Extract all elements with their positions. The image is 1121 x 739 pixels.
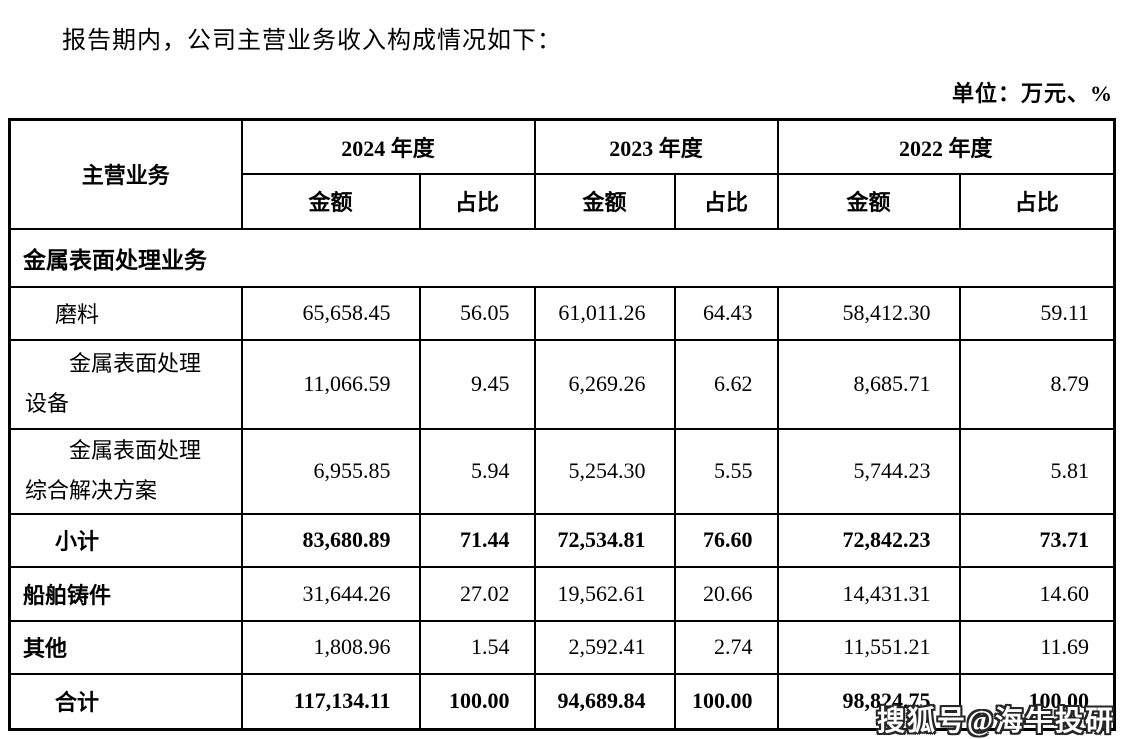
cell-ratio-2022: 14.60: [958, 565, 1116, 622]
row-label: 金属表面处理综合解决方案: [8, 427, 243, 515]
row-label: 小计: [8, 512, 243, 568]
table-row-equipment: 金属表面处理设备 11,066.59 9.45 6,269.26 6.62 8,…: [8, 338, 1116, 430]
header-year-2022: 2022 年度: [776, 118, 1116, 175]
header-ratio-2023: 占比: [673, 172, 779, 230]
cell-amount-2023: 61,011.26: [533, 285, 676, 341]
row-label: 金属表面处理设备: [8, 338, 243, 430]
cell-amount-2024: 1,808.96: [240, 619, 421, 675]
intro-text: 报告期内，公司主营业务收入构成情况如下：: [62, 28, 562, 54]
cell-amount-2024: 11,066.59: [240, 338, 421, 430]
table-row-abrasives: 磨料 65,658.45 56.05 61,011.26 64.43 58,41…: [8, 285, 1116, 341]
cell-amount-2022: 11,551.21: [776, 619, 961, 675]
row-label: 其他: [8, 619, 243, 675]
cell-ratio-2022: 100.00: [958, 672, 1116, 731]
cell-amount-2023: 72,534.81: [533, 512, 676, 568]
cell-ratio-2024: 27.02: [418, 565, 536, 622]
cell-ratio-2023: 20.66: [673, 565, 779, 622]
table-row-total: 合计 117,134.11 100.00 94,689.84 100.00 98…: [8, 672, 1116, 731]
cell-amount-2024: 65,658.45: [240, 285, 421, 341]
cell-amount-2022: 8,685.71: [776, 338, 961, 430]
cell-amount-2024: 31,644.26: [240, 565, 421, 622]
cell-ratio-2024: 5.94: [418, 427, 536, 515]
cell-ratio-2023: 6.62: [673, 338, 779, 430]
cell-ratio-2022: 11.69: [958, 619, 1116, 675]
cell-ratio-2022: 73.71: [958, 512, 1116, 568]
cell-amount-2023: 5,254.30: [533, 427, 676, 515]
header-year-2023: 2023 年度: [533, 118, 779, 175]
cell-amount-2023: 2,592.41: [533, 619, 676, 675]
cell-amount-2022: 5,744.23: [776, 427, 961, 515]
cell-ratio-2024: 71.44: [418, 512, 536, 568]
cell-ratio-2024: 9.45: [418, 338, 536, 430]
row-label: 合计: [8, 672, 243, 731]
table-row-solutions: 金属表面处理综合解决方案 6,955.85 5.94 5,254.30 5.55…: [8, 427, 1116, 515]
cell-ratio-2023: 100.00: [673, 672, 779, 731]
cell-amount-2024: 117,134.11: [240, 672, 421, 731]
cell-amount-2024: 6,955.85: [240, 427, 421, 515]
cell-ratio-2023: 2.74: [673, 619, 779, 675]
cell-ratio-2022: 5.81: [958, 427, 1116, 515]
cell-ratio-2024: 1.54: [418, 619, 536, 675]
cell-ratio-2022: 59.11: [958, 285, 1116, 341]
cell-amount-2023: 94,689.84: [533, 672, 676, 731]
header-row-years: 主营业务 2024 年度 2023 年度 2022 年度: [8, 118, 1116, 230]
cell-ratio-2022: 8.79: [958, 338, 1116, 430]
cell-ratio-2024: 56.05: [418, 285, 536, 341]
table-row-others: 其他 1,808.96 1.54 2,592.41 2.74 11,551.21…: [8, 619, 1116, 675]
cell-ratio-2024: 100.00: [418, 672, 536, 731]
cell-amount-2022: 98,824.75: [776, 672, 961, 731]
cell-amount-2024: 83,680.89: [240, 512, 421, 568]
sohu-watermark: 搜狐号@海牛投研: [876, 706, 1115, 737]
cell-ratio-2023: 64.43: [673, 285, 779, 341]
row-label: 磨料: [8, 285, 243, 341]
cell-ratio-2023: 76.60: [673, 512, 779, 568]
header-year-2024: 2024 年度: [240, 118, 536, 175]
table-row-ship-castings: 船舶铸件 31,644.26 27.02 19,562.61 20.66 14,…: [8, 565, 1116, 622]
header-row-metrics: 金额 占比 金额 占比 金额 占比: [10, 172, 1116, 230]
row-label: 船舶铸件: [8, 565, 243, 622]
table-row-subtotal: 小计 83,680.89 71.44 72,534.81 76.60 72,84…: [8, 512, 1116, 568]
cell-amount-2022: 14,431.31: [776, 565, 961, 622]
cell-amount-2023: 19,562.61: [533, 565, 676, 622]
header-amount-2024: 金额: [240, 172, 421, 230]
cell-amount-2023: 6,269.26: [533, 338, 676, 430]
header-ratio-2022: 占比: [958, 172, 1116, 230]
cell-amount-2022: 58,412.30: [776, 285, 961, 341]
header-ratio-2024: 占比: [418, 172, 536, 230]
unit-label: 单位：万元、%: [951, 81, 1113, 106]
header-amount-2023: 金额: [533, 172, 676, 230]
header-main-business: 主营业务: [8, 118, 243, 230]
header-amount-2022: 金额: [776, 172, 961, 230]
cell-amount-2022: 72,842.23: [776, 512, 961, 568]
section-row-metal-surface: 金属表面处理业务: [8, 227, 1116, 288]
section-label: 金属表面处理业务: [8, 227, 1116, 288]
cell-ratio-2023: 5.55: [673, 427, 779, 515]
revenue-composition-table: 主营业务 2024 年度 2023 年度 2022 年度 金额 占比 金额 占比…: [8, 118, 1117, 731]
